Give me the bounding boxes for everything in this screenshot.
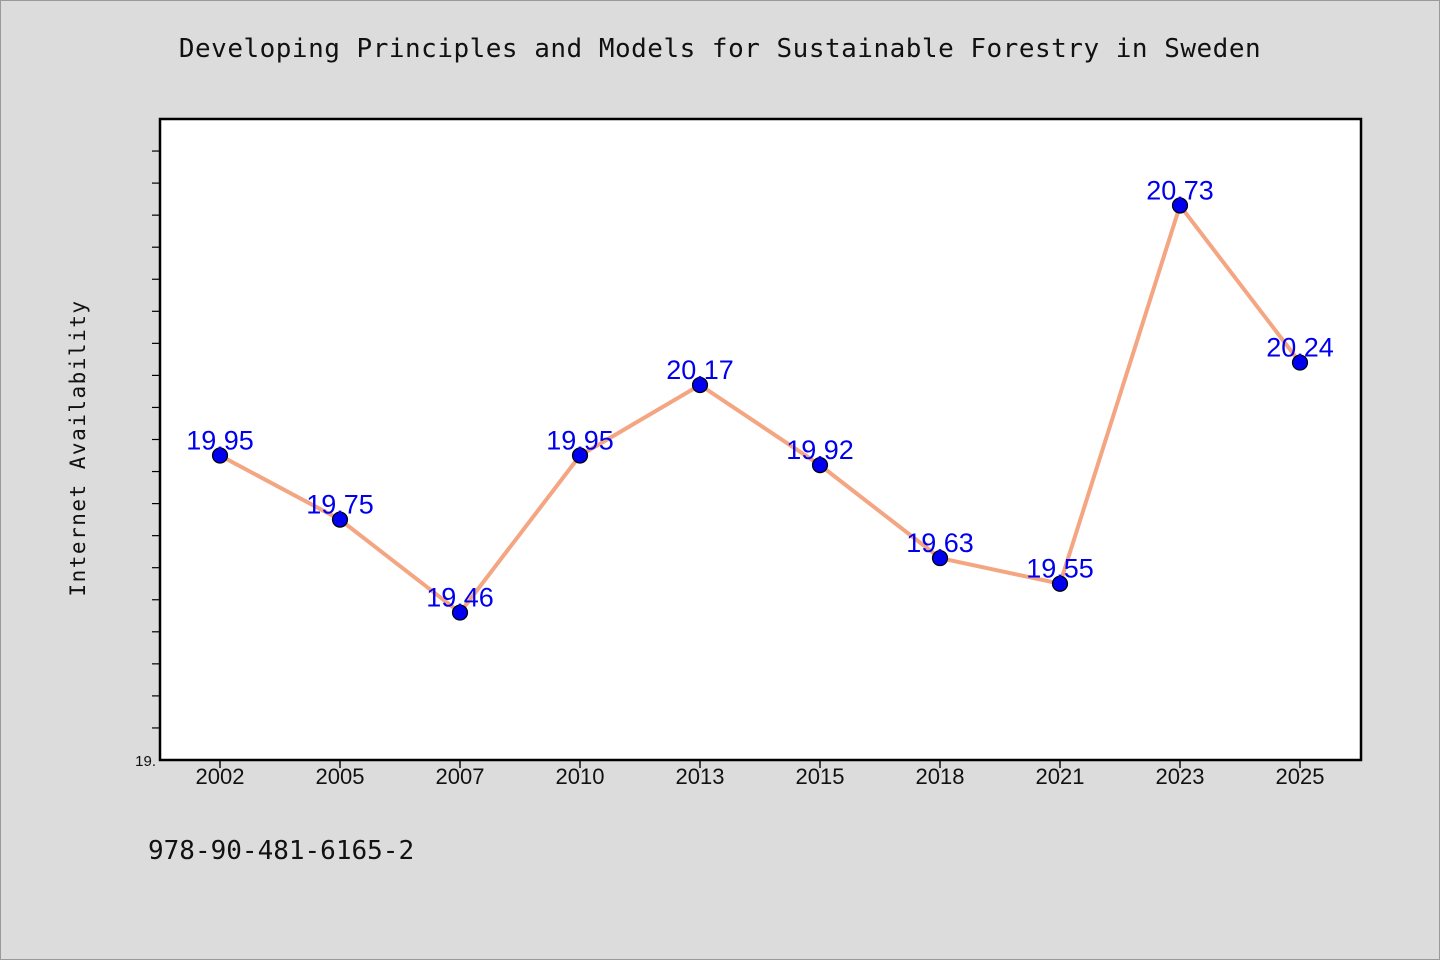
data-point: [1051, 575, 1069, 592]
y-tick-label: 19.: [135, 753, 156, 770]
x-tick-label: 2010: [556, 764, 605, 789]
data-point: [451, 604, 469, 621]
data-markers: [211, 197, 1309, 621]
data-label: 19.55: [1026, 554, 1094, 584]
data-point: [571, 447, 589, 464]
data-label: 20.73: [1146, 176, 1214, 206]
data-label: 19.95: [546, 426, 614, 456]
data-label: 19.63: [906, 528, 974, 558]
data-labels: 19.95 19.75 19.46 19.95 20.17 19.92 19.63 19.55…: [186, 176, 1334, 613]
x-tick-label: 2013: [676, 764, 725, 789]
x-axis-ticks: 2002 2005 2007 2010 2013 2015 2018 2021 2023 2025: [196, 760, 1325, 789]
data-point: [331, 511, 349, 528]
data-point: [1171, 197, 1189, 214]
data-point: [811, 457, 829, 474]
x-tick-label: 2023: [1156, 764, 1205, 789]
x-tick-label: 2025: [1276, 764, 1325, 789]
data-point: [1291, 354, 1309, 371]
x-tick-label: 2007: [436, 764, 485, 789]
data-label: 19.92: [786, 435, 854, 465]
x-tick-label: 2005: [316, 764, 365, 789]
data-point: [211, 447, 229, 464]
series-line: [219, 203, 1302, 615]
data-label: 19.46: [426, 583, 494, 613]
chart-title: Developing Principles and Models for Sus…: [178, 34, 1262, 64]
data-point: [931, 549, 949, 567]
data-label: 19.75: [306, 490, 374, 520]
data-label: 19.95: [186, 426, 254, 456]
x-tick-label: 2002: [196, 764, 245, 789]
y-axis-ticks: 19.: [135, 150, 160, 770]
data-point: [691, 376, 709, 394]
isbn-code: 978-90-481-6165-2: [148, 836, 415, 866]
x-tick-label: 2018: [916, 764, 965, 789]
data-label: 20.24: [1266, 333, 1334, 363]
x-tick-label: 2015: [796, 764, 845, 789]
x-tick-label: 2021: [1036, 764, 1085, 789]
data-label: 20.17: [666, 355, 734, 385]
plot-area: [158, 117, 1363, 762]
